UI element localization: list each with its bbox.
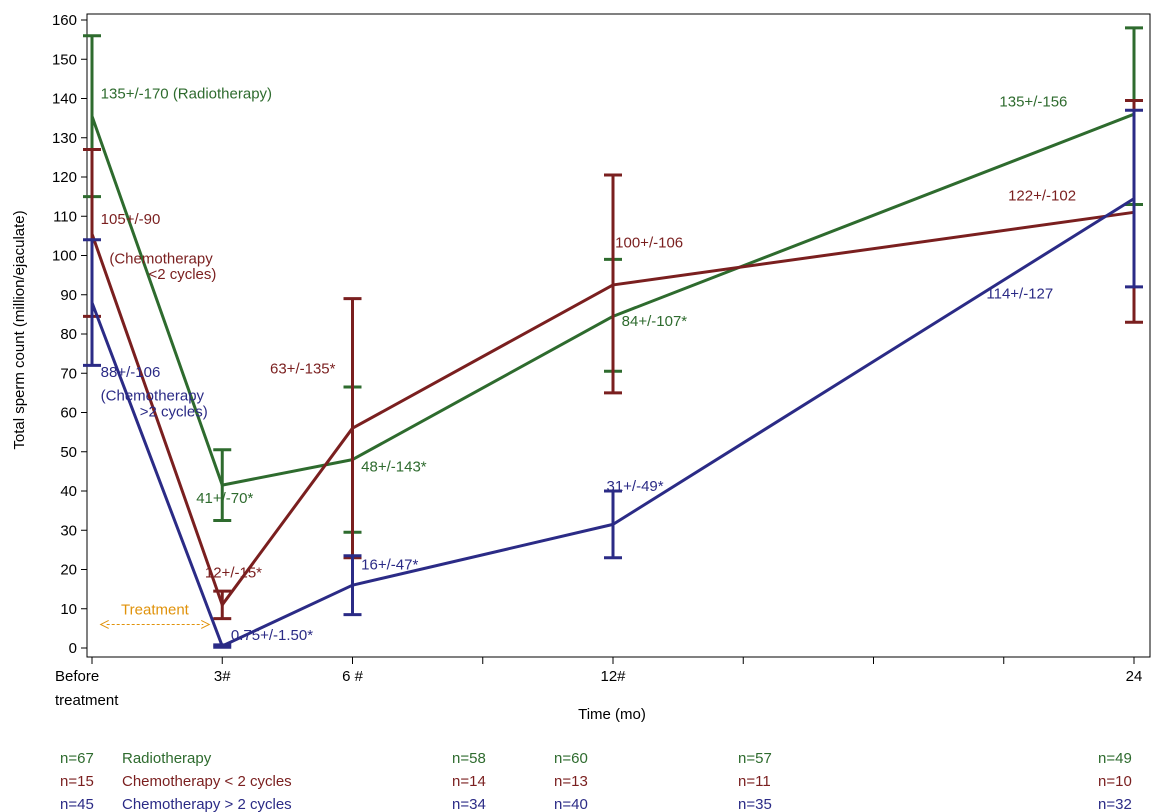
sample-size-count: n=40 bbox=[554, 796, 588, 812]
treatment-annotation: Treatment bbox=[99, 601, 211, 629]
y-tick-label: 110 bbox=[53, 208, 77, 225]
sample-size-row: n=15 n=14 n=13 n=11 n=10 Chemotherapy < 2 cyc… bbox=[60, 773, 1132, 790]
y-tick-label: 100 bbox=[52, 248, 77, 265]
error-bar bbox=[343, 554, 362, 617]
data-point bbox=[351, 583, 354, 587]
data-label: 0.75+/-1.50* bbox=[231, 627, 313, 644]
x-tick-label: 24 bbox=[1126, 668, 1143, 685]
error-bar bbox=[213, 589, 232, 621]
data-point bbox=[611, 283, 615, 287]
y-tick-label: 130 bbox=[52, 130, 77, 147]
sample-size-count: n=60 bbox=[554, 750, 588, 767]
sample-size-count: n=15 bbox=[60, 773, 94, 790]
data-point bbox=[611, 522, 615, 526]
y-tick-label: 160 bbox=[52, 12, 77, 29]
y-tick-label: 10 bbox=[60, 601, 77, 618]
y-tick-label: 80 bbox=[60, 326, 77, 343]
y-tick-label: 30 bbox=[60, 522, 77, 539]
data-label: 48+/-143* bbox=[361, 458, 427, 475]
error-bar bbox=[83, 238, 101, 367]
data-point bbox=[90, 301, 94, 305]
treatment-arrow-head-right bbox=[201, 620, 211, 629]
sample-size-count: n=35 bbox=[738, 796, 772, 812]
sample-size-row: n=67 n=58 n=60 n=57 n=49 Radiotherapy bbox=[60, 750, 1132, 767]
y-tick-label: 90 bbox=[60, 287, 77, 304]
data-label: 88+/-106 bbox=[101, 364, 161, 381]
data-label: 63+/-135* bbox=[270, 360, 336, 377]
sample-size-group-label: Radiotherapy bbox=[122, 750, 212, 767]
plot-frame bbox=[86, 13, 1151, 658]
sample-size-count: n=11 bbox=[738, 773, 771, 790]
x-axis-label: Time (mo) bbox=[578, 706, 646, 723]
data-point bbox=[220, 483, 224, 487]
data-label: 31+/-49* bbox=[606, 478, 663, 495]
data-point bbox=[220, 603, 224, 607]
data-point bbox=[90, 114, 94, 118]
axes-layer: 0 10 20 30 40 50 60 70 80 90 100 110 120 130 140 150 160… bbox=[52, 12, 1151, 709]
y-tick-label: 0 bbox=[69, 640, 77, 657]
sample-size-count: n=34 bbox=[452, 796, 486, 812]
treatment-label: Treatment bbox=[121, 601, 190, 618]
data-point bbox=[90, 232, 94, 236]
sample-size-count: n=14 bbox=[452, 773, 486, 790]
series-chemo_gt2 bbox=[83, 108, 1143, 649]
data-point bbox=[351, 426, 354, 430]
annotation-layer: 135+/-170 (Radiotherapy) 105+/-90 (Chemoth… bbox=[99, 86, 1076, 644]
sample-size-row: n=45 n=34 n=40 n=35 n=32 Chemotherapy > 2 cyc… bbox=[60, 796, 1132, 812]
sample-size-group-label: Chemotherapy > 2 cycles bbox=[122, 796, 292, 812]
x-tick-label: Before bbox=[55, 668, 99, 685]
sample-size-table: n=67 n=58 n=60 n=57 n=49 Radiotherapy n=15 n=14… bbox=[60, 750, 1132, 812]
x-tick-label: treatment bbox=[55, 692, 119, 709]
error-bar bbox=[604, 173, 622, 395]
data-label: (Chemotherapy bbox=[109, 250, 213, 267]
error-bar bbox=[213, 643, 232, 649]
y-tick-label: 20 bbox=[60, 562, 77, 579]
series-layer bbox=[83, 26, 1143, 649]
x-tick-label: 12# bbox=[600, 668, 626, 685]
data-label: 105+/-90 bbox=[101, 211, 161, 228]
error-bar bbox=[604, 489, 622, 560]
data-label: 41+/-70* bbox=[196, 490, 253, 507]
y-tick-label: 40 bbox=[60, 483, 77, 500]
error-bar bbox=[213, 448, 232, 522]
treatment-arrow-head-left bbox=[99, 620, 109, 629]
sample-size-group-label: Chemotherapy < 2 cycles bbox=[122, 773, 292, 790]
y-tick-label: 70 bbox=[60, 365, 77, 382]
y-axis-label: Total sperm count (million/ejaculate) bbox=[11, 210, 28, 449]
y-tick-label: 120 bbox=[52, 169, 77, 186]
data-label: (Chemotherapy bbox=[101, 388, 205, 405]
y-tick-label: 150 bbox=[52, 51, 77, 68]
data-label: 114+/-127 bbox=[986, 286, 1053, 303]
x-tick-label: 3# bbox=[214, 668, 231, 685]
data-label: <2 cycles) bbox=[148, 266, 216, 283]
sample-size-count: n=13 bbox=[554, 773, 588, 790]
data-label: 122+/-102 bbox=[1008, 188, 1076, 205]
data-label: 84+/-107* bbox=[622, 313, 688, 330]
sample-size-count: n=58 bbox=[452, 750, 486, 767]
data-point bbox=[1132, 197, 1136, 201]
sample-size-count: n=10 bbox=[1098, 773, 1132, 790]
y-tick-label: 60 bbox=[60, 405, 77, 422]
data-point bbox=[220, 644, 224, 648]
data-label: >2 cycles) bbox=[140, 403, 208, 420]
data-label: 100+/-106 bbox=[615, 235, 683, 252]
data-label: 16+/-47* bbox=[361, 557, 418, 574]
data-label: 135+/-156 bbox=[999, 93, 1067, 110]
error-bar bbox=[343, 297, 362, 560]
error-bar bbox=[1125, 108, 1143, 289]
data-label: 12+/-15* bbox=[205, 564, 262, 581]
data-label: 135+/-170 (Radiotherapy) bbox=[101, 86, 272, 103]
sample-size-count: n=32 bbox=[1098, 796, 1132, 812]
sample-size-count: n=67 bbox=[60, 750, 94, 767]
y-tick-label: 50 bbox=[60, 444, 77, 461]
x-tick-label: 6 # bbox=[342, 668, 364, 685]
sample-size-count: n=45 bbox=[60, 796, 94, 812]
sample-size-count: n=49 bbox=[1098, 750, 1132, 767]
y-tick-label: 140 bbox=[52, 91, 77, 108]
sample-size-count: n=57 bbox=[738, 750, 772, 767]
